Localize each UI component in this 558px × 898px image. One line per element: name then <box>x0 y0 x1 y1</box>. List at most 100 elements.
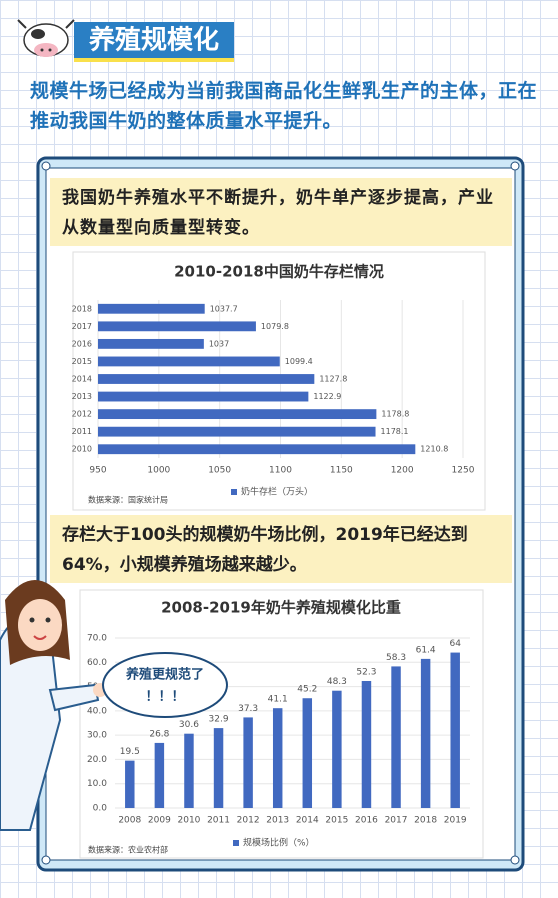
value-label: 1037.7 <box>210 304 238 313</box>
bar <box>98 374 315 384</box>
value-label: 1210.8 <box>420 445 448 454</box>
y-tick-label: 2014 <box>72 375 92 384</box>
value-label: 32.9 <box>209 715 229 725</box>
bar <box>98 321 256 332</box>
corner-dot <box>41 161 51 171</box>
y-tick-label: 2012 <box>72 410 92 419</box>
note-text: 存栏大于100头的规模奶牛场比例，2019年已经达到64%，小规模养殖场越来越少… <box>62 525 468 575</box>
note-text: 我国奶牛养殖水平不断提升，奶牛单产逐步提高，产业从数量型向质量型转变。 <box>62 188 494 238</box>
legend-label: 规模场比例（%） <box>243 837 315 849</box>
x-tick-label: 2016 <box>355 816 378 826</box>
bubble-text: 养殖更规范了 <box>125 667 204 683</box>
value-label: 41.1 <box>268 695 288 705</box>
y-tick-label: 20.0 <box>87 755 107 765</box>
x-tick-label: 1200 <box>391 466 414 476</box>
value-label: 58.3 <box>386 653 406 663</box>
y-tick-label: 60.0 <box>87 658 107 668</box>
x-tick-label: 2012 <box>237 816 260 826</box>
value-label: 1127.8 <box>319 375 347 384</box>
value-label: 1037 <box>209 339 229 348</box>
cow-icon <box>17 19 75 57</box>
bar <box>420 658 431 808</box>
y-tick-label: 70.0 <box>87 634 107 644</box>
x-tick-label: 1150 <box>330 466 353 476</box>
y-tick-label: 30.0 <box>87 731 107 741</box>
legend-swatch <box>233 840 239 846</box>
character <box>0 580 107 831</box>
x-tick-label: 2018 <box>414 816 437 826</box>
bar <box>125 760 135 808</box>
bar <box>272 708 283 808</box>
value-label: 1099.4 <box>285 357 313 366</box>
source-note: 数据来源：农业农村部 <box>88 845 168 855</box>
x-tick-label: 2009 <box>148 816 171 826</box>
bar <box>184 733 194 808</box>
y-tick-label: 2015 <box>72 357 92 366</box>
x-tick-label: 2008 <box>118 816 141 826</box>
bar <box>243 717 253 808</box>
value-label: 61.4 <box>416 645 436 655</box>
bar <box>98 426 376 437</box>
value-label: 37.3 <box>238 704 258 714</box>
source-note: 数据来源：国家统计局 <box>88 495 168 505</box>
page-title: 养殖规模化 <box>88 25 219 56</box>
x-tick-label: 2013 <box>266 816 289 826</box>
value-label: 1079.8 <box>261 322 289 331</box>
chart-title: 2010-2018中国奶牛存栏情况 <box>174 263 384 281</box>
value-label: 52.3 <box>356 667 376 677</box>
note-box <box>50 515 512 583</box>
x-tick-label: 950 <box>89 466 106 476</box>
bar <box>450 652 460 808</box>
y-tick-label: 2010 <box>72 445 92 454</box>
bar <box>98 338 204 349</box>
value-label: 1122.9 <box>313 392 341 401</box>
x-tick-label: 2017 <box>385 816 408 826</box>
bar <box>332 690 342 808</box>
value-label: 64 <box>449 639 461 649</box>
title-bg <box>74 22 234 58</box>
x-tick-label: 1050 <box>208 466 231 476</box>
corner-dot <box>41 855 51 865</box>
bar <box>98 356 280 367</box>
bar <box>98 409 377 420</box>
note-box <box>50 178 512 246</box>
bubble-text: ！！！ <box>145 690 184 705</box>
value-label: 45.2 <box>297 685 317 695</box>
value-label: 1178.8 <box>381 410 409 419</box>
x-tick-label: 2010 <box>178 816 201 826</box>
corner-dot <box>510 161 520 171</box>
speech-bubble <box>102 652 228 718</box>
y-tick-label: 2016 <box>72 339 92 348</box>
bar <box>213 728 224 808</box>
bar <box>361 680 372 808</box>
x-tick-label: 2015 <box>325 816 348 826</box>
bar <box>302 698 313 808</box>
value-label: 48.3 <box>327 677 347 687</box>
corner-dot <box>510 855 520 865</box>
x-tick-label: 2014 <box>296 816 319 826</box>
y-tick-label: 2018 <box>72 304 92 313</box>
legend-swatch <box>231 489 237 495</box>
x-tick-label: 1000 <box>147 466 170 476</box>
value-label: 26.8 <box>149 729 169 739</box>
y-tick-label: 2017 <box>72 322 92 331</box>
x-tick-label: 2011 <box>207 816 230 826</box>
y-tick-label: 40.0 <box>87 706 107 716</box>
value-label: 30.6 <box>179 720 199 730</box>
y-tick-label: 0.0 <box>93 804 108 814</box>
x-tick-label: 2019 <box>444 816 467 826</box>
x-tick-label: 1250 <box>452 466 475 476</box>
value-label: 1178.1 <box>381 427 409 436</box>
y-tick-label: 2011 <box>72 427 92 436</box>
chart-title: 2008-2019年奶牛养殖规模化比重 <box>161 599 401 617</box>
legend-label: 奶牛存栏（万头） <box>241 486 313 498</box>
value-label: 19.5 <box>120 747 140 757</box>
intro-text: 规模牛场已经成为当前我国商品化生鲜乳生产的主体，正在推动我国牛奶的整体质量水平提… <box>30 80 538 132</box>
bar <box>391 666 401 808</box>
bar <box>154 742 165 808</box>
y-tick-label: 2013 <box>72 392 92 401</box>
x-tick-label: 1100 <box>269 466 292 476</box>
